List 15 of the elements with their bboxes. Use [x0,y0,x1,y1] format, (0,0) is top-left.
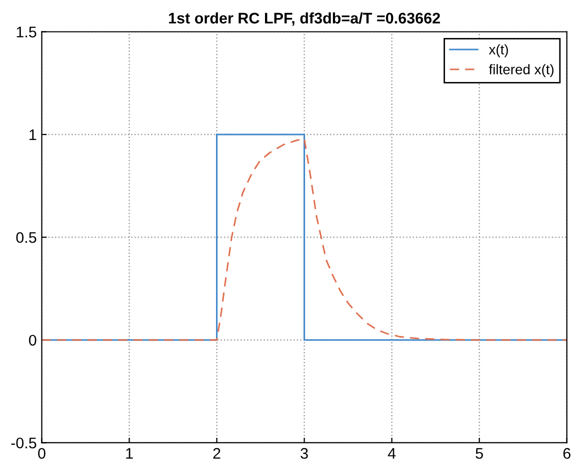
legend-label: x(t) [488,44,508,58]
x-tick-label: 1 [126,448,133,459]
legend-label: filtered x(t) [488,64,554,78]
x-tick-label: 0 [38,448,46,459]
x-tick-label: 5 [476,448,483,459]
y-tick-label: 0.5 [16,232,36,243]
y-tick-label: 0 [28,334,36,346]
x-tick-label: 6 [563,448,570,459]
y-tick-label: 1.5 [16,26,36,38]
y-tick-label: -0.5 [11,438,36,448]
y-tick-label: 1 [30,130,36,140]
x-tick-label: 3 [300,448,308,459]
x-tick-label: 2 [213,448,220,459]
chart-title: 1st order RC LPF, df3db=a/T =0.63662 [169,12,440,26]
x-tick-label: 4 [388,448,396,459]
